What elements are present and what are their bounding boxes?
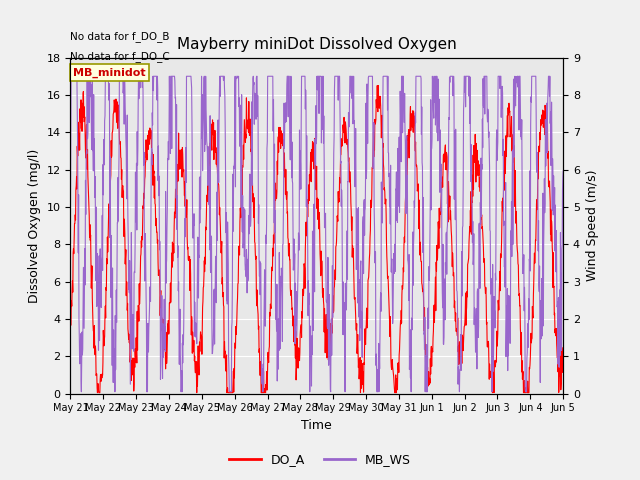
Y-axis label: Wind Speed (m/s): Wind Speed (m/s) bbox=[586, 170, 598, 281]
Text: No data for f_DO_B: No data for f_DO_B bbox=[70, 31, 170, 42]
Text: MB_minidot: MB_minidot bbox=[73, 68, 145, 78]
Y-axis label: Dissolved Oxygen (mg/l): Dissolved Oxygen (mg/l) bbox=[28, 148, 41, 303]
Legend: DO_A, MB_WS: DO_A, MB_WS bbox=[224, 448, 416, 471]
X-axis label: Time: Time bbox=[301, 419, 332, 432]
Title: Mayberry miniDot Dissolved Oxygen: Mayberry miniDot Dissolved Oxygen bbox=[177, 37, 457, 52]
Text: No data for f_DO_C: No data for f_DO_C bbox=[70, 51, 170, 62]
